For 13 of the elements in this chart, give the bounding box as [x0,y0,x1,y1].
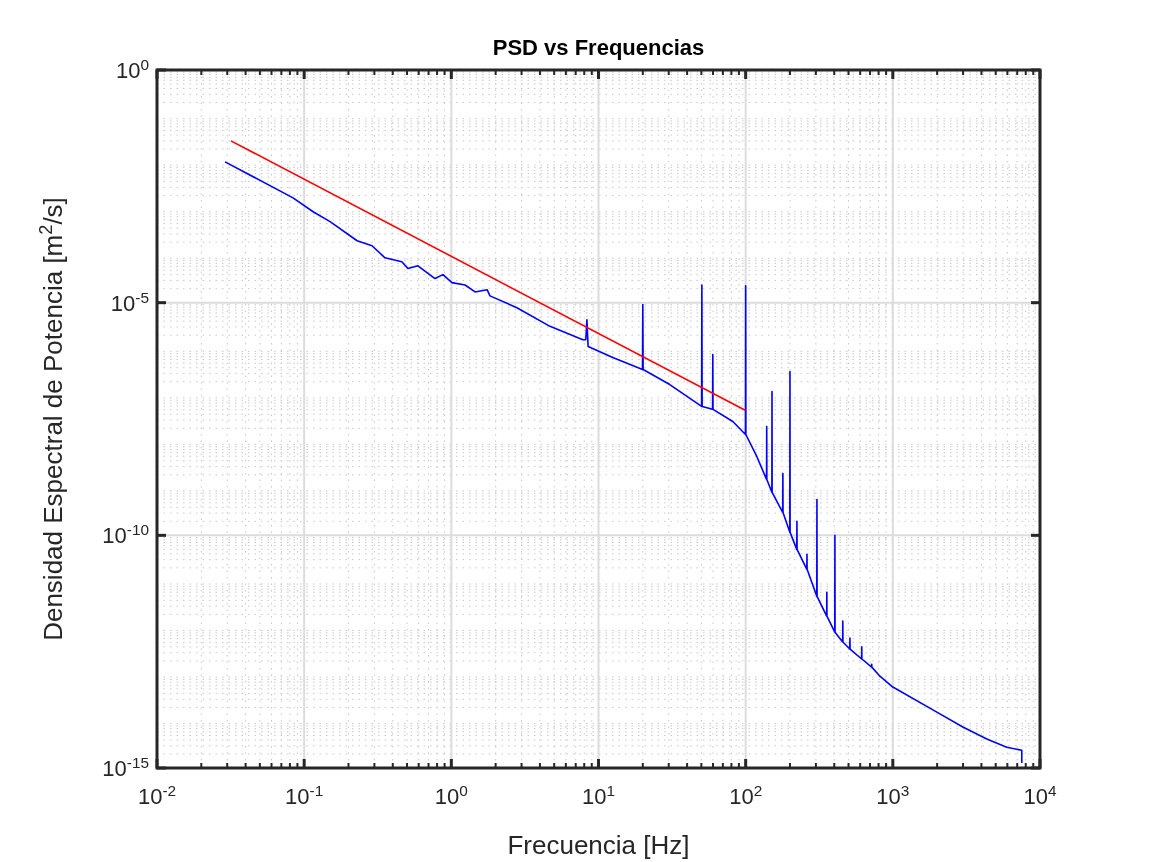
chart-title: PSD vs Frequencias [492,35,705,60]
x-axis-title: Frecuencia [Hz] [507,830,690,860]
x-tick-label: 10$^{0}$ [434,781,468,809]
x-tick-label: 10$^{3}$ [876,781,910,809]
x-tick-label: 10$^{1}$ [581,781,616,809]
y-tick-label: 10$^{-5}$ [110,288,149,316]
y-tick-label: 10$^{-10}$ [102,520,149,549]
x-tick-label: 10$^{-2}$ [137,781,177,809]
x-tick-label: 10$^{4}$ [1023,781,1057,809]
x-tick-label: 10$^{-1}$ [285,781,324,809]
x-tick-label: 10$^{2}$ [729,781,763,809]
y-tick-label: 10$^{-15}$ [102,753,149,781]
y-tick-label: 10$^{0}$ [115,55,149,83]
